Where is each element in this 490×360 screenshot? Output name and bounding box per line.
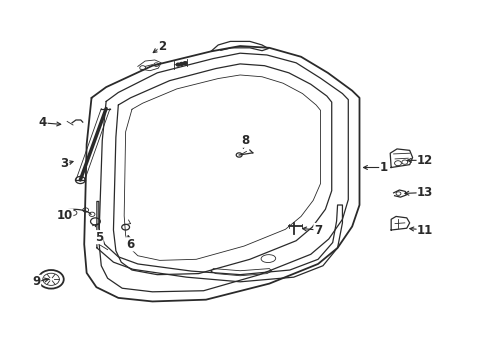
- Text: 5: 5: [95, 231, 103, 244]
- Text: 6: 6: [126, 238, 135, 251]
- Text: 8: 8: [241, 134, 249, 147]
- Text: 9: 9: [32, 275, 41, 288]
- Text: 3: 3: [61, 157, 69, 170]
- Circle shape: [176, 63, 180, 66]
- Text: 12: 12: [417, 154, 433, 167]
- Text: 7: 7: [314, 224, 322, 237]
- Text: 2: 2: [158, 40, 166, 53]
- Text: 1: 1: [380, 161, 388, 174]
- Circle shape: [180, 63, 184, 65]
- Text: 10: 10: [57, 209, 73, 222]
- Text: 4: 4: [39, 116, 47, 129]
- Text: 13: 13: [417, 186, 433, 199]
- Text: 11: 11: [417, 224, 433, 237]
- Circle shape: [183, 62, 187, 64]
